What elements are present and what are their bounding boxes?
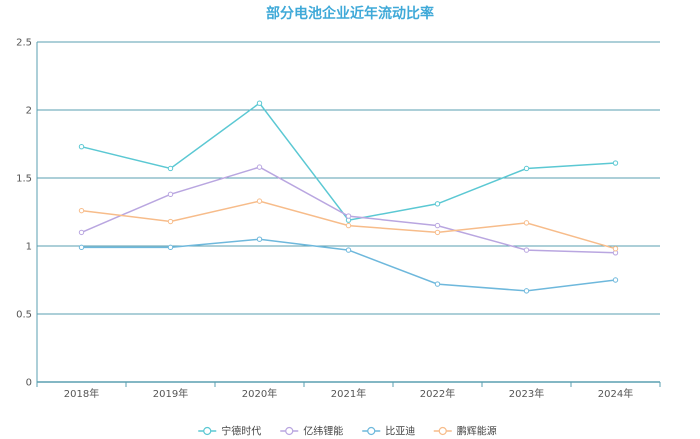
x-tick-label: 2024年	[598, 387, 633, 400]
legend-label: 比亚迪	[385, 426, 415, 438]
data-point	[434, 281, 441, 287]
data-point	[256, 100, 263, 106]
series-line	[81, 102, 616, 222]
legend-label: 鹏辉能源	[457, 425, 497, 438]
data-point	[612, 160, 619, 166]
data-point	[612, 277, 619, 283]
data-point	[78, 244, 85, 251]
data-point	[256, 198, 263, 204]
data-point	[345, 247, 352, 253]
x-tick-label: 2021年	[331, 387, 366, 400]
data-point	[256, 164, 263, 170]
y-tick-label: 0	[26, 378, 32, 389]
data-point	[345, 222, 352, 229]
legend: 宁德时代 亿纬锂能 比亚迪 鹏辉能源	[198, 425, 497, 438]
legend-label: 宁德时代	[221, 425, 261, 438]
x-tick-label: 2020年	[242, 387, 277, 400]
data-point	[523, 165, 530, 172]
y-tick-label: 2.5	[16, 38, 32, 49]
data-point	[434, 222, 441, 229]
legend-marker	[367, 426, 376, 436]
data-point	[523, 288, 530, 294]
series-line	[81, 166, 616, 254]
legend-marker	[285, 426, 294, 436]
data-point	[523, 247, 530, 253]
data-point	[78, 207, 85, 214]
data-point	[256, 236, 263, 242]
x-tick-label: 2022年	[420, 387, 455, 400]
y-tick-label: 0.5	[16, 310, 32, 321]
data-point	[434, 229, 441, 236]
y-tick-label: 2	[26, 106, 32, 117]
series-line	[81, 238, 616, 292]
x-tick-label: 2018年	[64, 387, 99, 400]
data-point	[78, 144, 85, 150]
legend-label: 亿纬锂能	[303, 425, 343, 438]
data-point	[167, 191, 174, 198]
x-tick-label: 2019年	[153, 387, 188, 400]
y-tick-label: 1.5	[16, 174, 32, 185]
axes: 0 0.5 1 1.5 2 2.5 2018年 2019年 2020年 2021年 2022年 202…	[16, 38, 661, 400]
chart-title: 部分电池企业近年流动比率	[266, 6, 434, 22]
data-point	[78, 229, 85, 236]
legend-marker	[203, 426, 212, 436]
gridlines	[37, 41, 660, 315]
data-point	[167, 218, 174, 225]
data-point	[345, 213, 352, 219]
data-point	[434, 201, 441, 207]
y-tick-label: 1	[26, 242, 32, 253]
data-point	[167, 165, 174, 172]
x-tick-label: 2023年	[509, 387, 544, 400]
legend-marker	[438, 426, 447, 436]
series-lines	[78, 100, 619, 294]
data-point	[167, 244, 174, 251]
data-point	[612, 246, 619, 252]
data-point	[523, 220, 530, 226]
